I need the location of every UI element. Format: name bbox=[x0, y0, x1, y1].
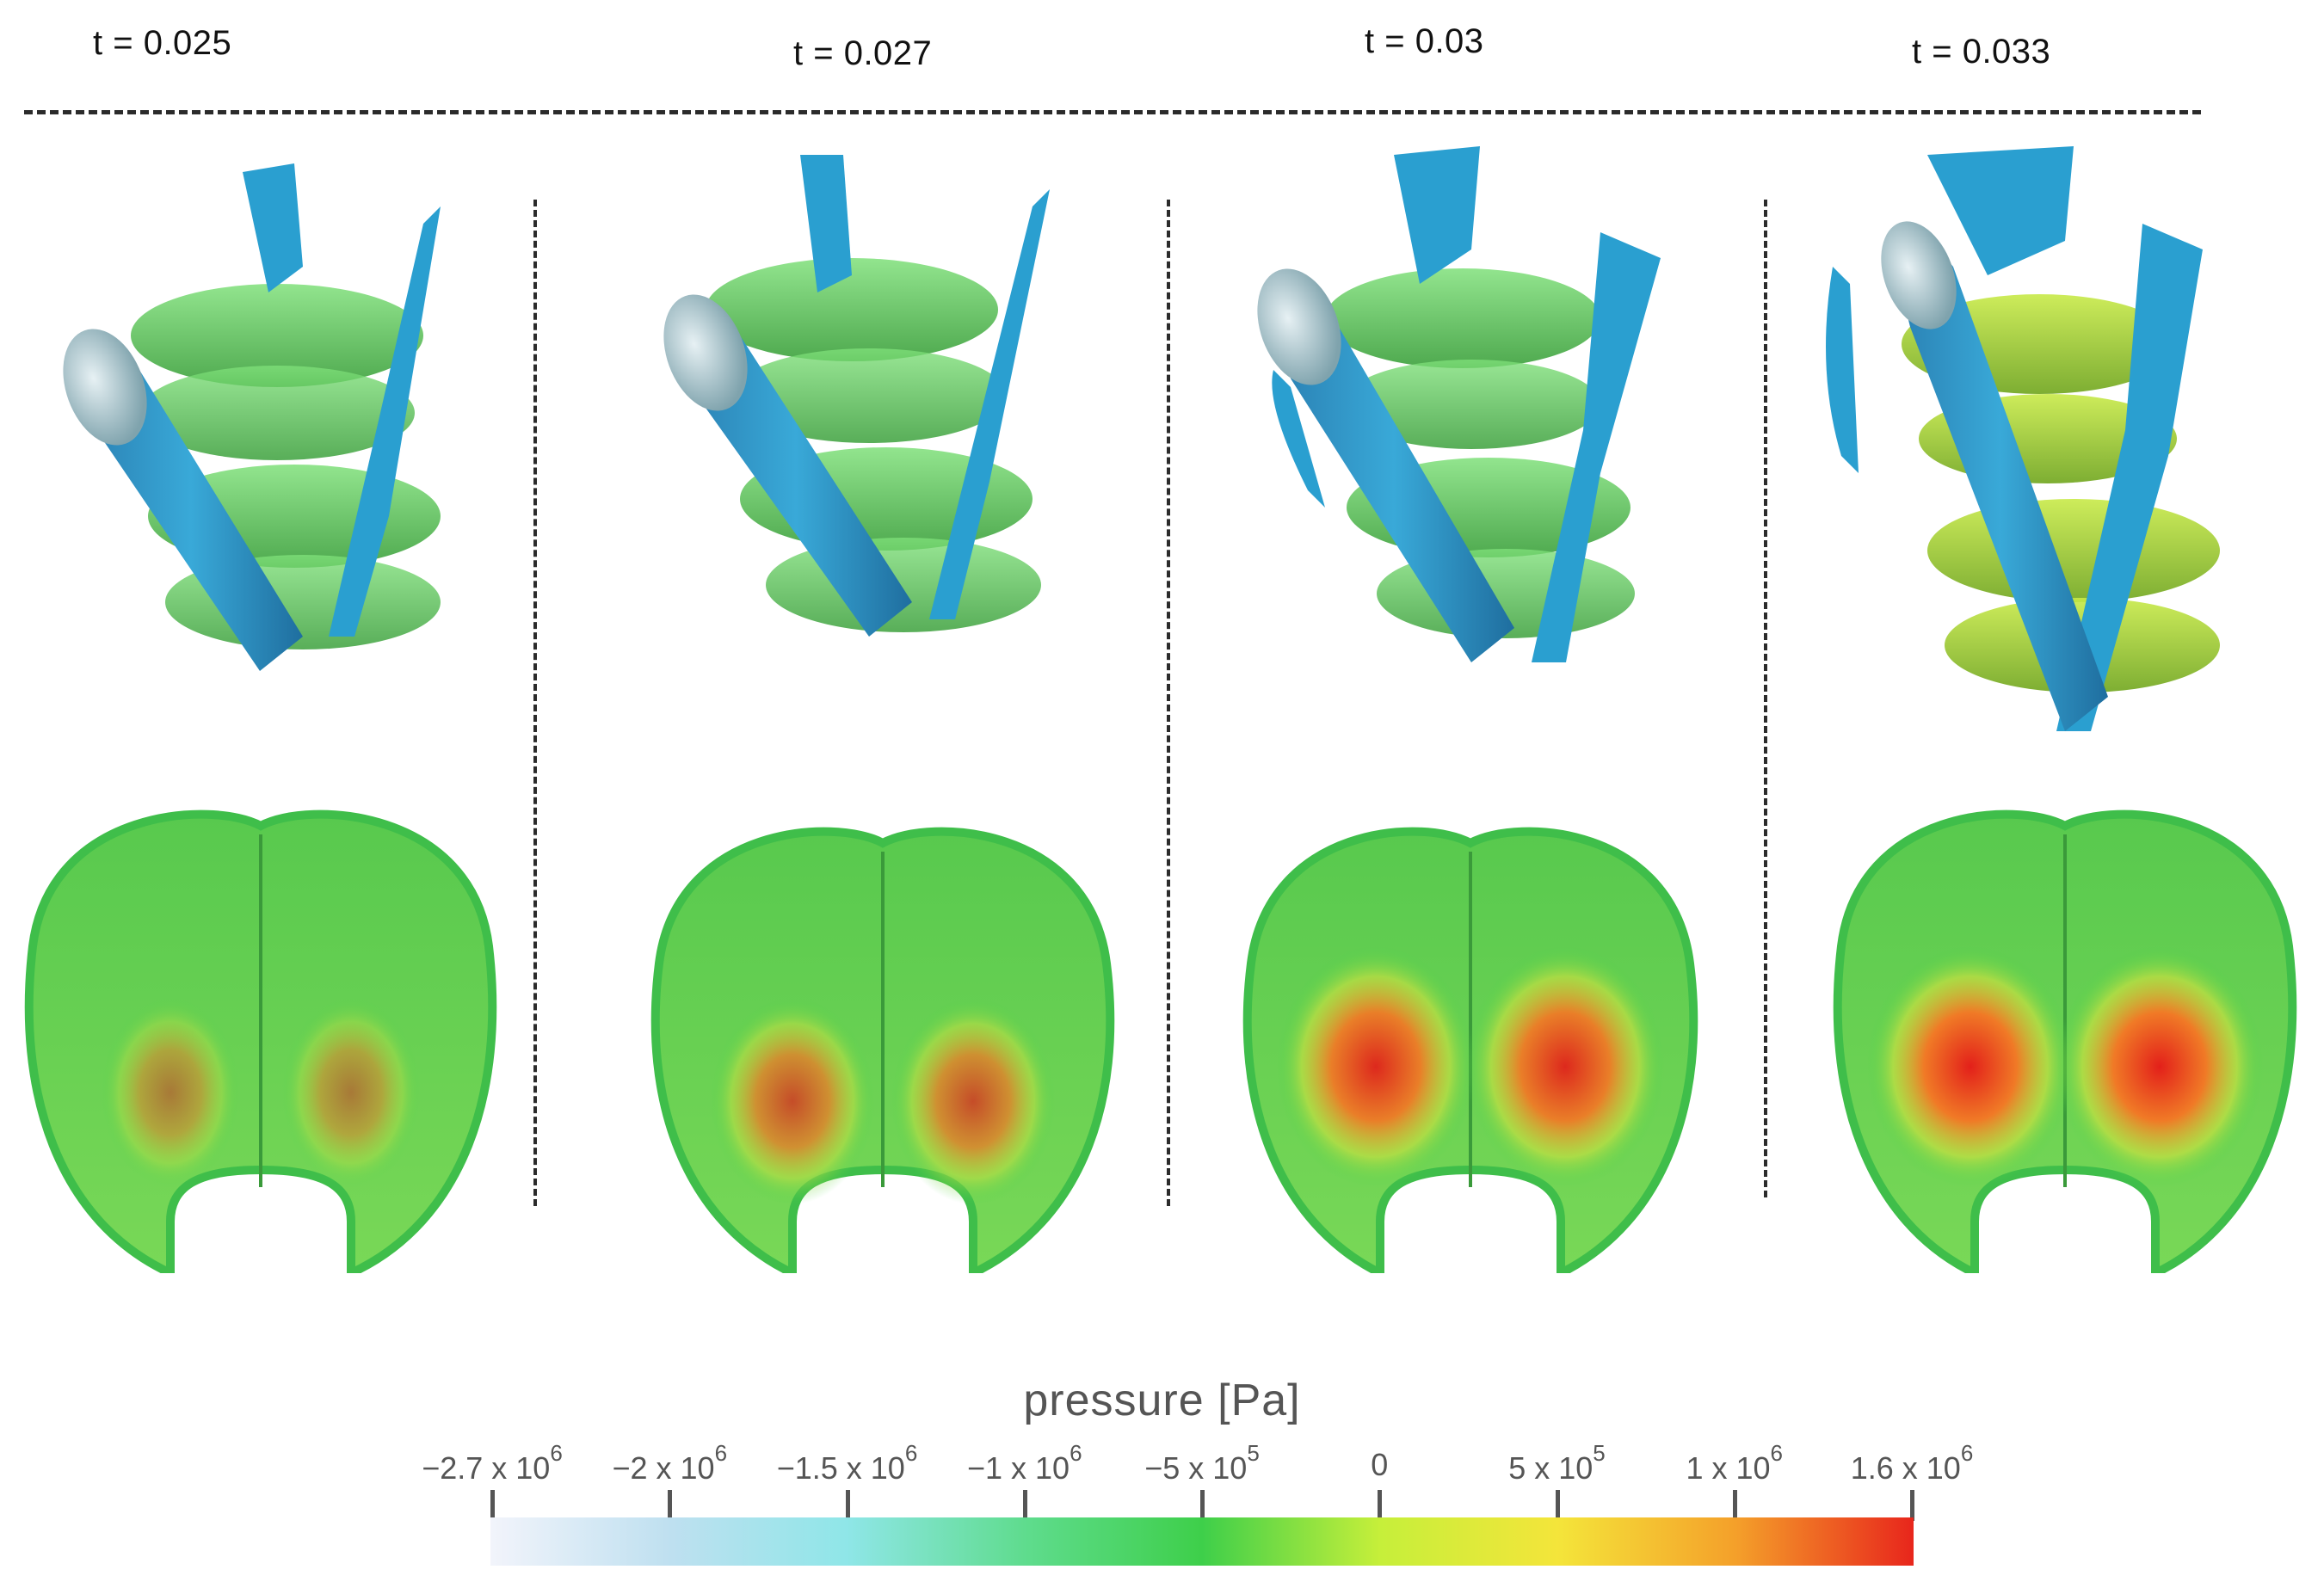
legend-tick-label: −1 x 106 bbox=[966, 1440, 1082, 1486]
time-label-2: t = 0.027 bbox=[793, 34, 933, 72]
jet-render-2 bbox=[654, 155, 1084, 723]
legend-tick-mark bbox=[1732, 1490, 1737, 1521]
jet-render-1 bbox=[19, 155, 501, 740]
header-divider bbox=[24, 110, 2201, 114]
bucket-pressure-4 bbox=[1833, 809, 2297, 1273]
bucket-pressure-2 bbox=[650, 826, 1115, 1273]
jet-render-3 bbox=[1256, 146, 1686, 748]
legend-tick-label: 1.6 x 106 bbox=[1850, 1440, 1974, 1486]
legend-tick-label: −5 x 105 bbox=[1144, 1440, 1260, 1486]
time-label-1: t = 0.025 bbox=[93, 24, 232, 62]
bucket-pressure-1 bbox=[24, 809, 497, 1273]
legend-tick-label: −2.7 x 106 bbox=[422, 1440, 563, 1486]
time-label-3: t = 0.03 bbox=[1365, 22, 1484, 60]
column-divider-1 bbox=[533, 200, 537, 1206]
legend-tick-mark bbox=[1200, 1490, 1205, 1521]
bucket-pressure-3 bbox=[1242, 826, 1698, 1273]
legend-tick-mark bbox=[668, 1490, 673, 1521]
legend-tick-label: 0 bbox=[1371, 1447, 1389, 1482]
legend-tick-mark bbox=[1555, 1490, 1560, 1521]
legend-tick-mark bbox=[845, 1490, 850, 1521]
legend-tick-label: 1 x 106 bbox=[1686, 1440, 1784, 1486]
column-divider-2 bbox=[1167, 200, 1170, 1206]
legend-tick-label: −1.5 x 106 bbox=[776, 1440, 918, 1486]
legend-title: pressure [Pa] bbox=[1023, 1376, 1301, 1425]
legend-tick-label: 5 x 105 bbox=[1508, 1440, 1606, 1486]
legend-tick-mark bbox=[1378, 1490, 1383, 1521]
legend-tick-mark bbox=[1910, 1490, 1914, 1521]
jet-render-4 bbox=[1815, 146, 2280, 783]
time-label-4: t = 0.033 bbox=[1912, 33, 2051, 71]
legend-tick-label: −2 x 106 bbox=[612, 1440, 728, 1486]
pressure-colorbar bbox=[490, 1517, 1914, 1566]
legend-tick-mark bbox=[1022, 1490, 1027, 1521]
legend-tick-mark bbox=[490, 1490, 495, 1521]
column-divider-3 bbox=[1764, 200, 1767, 1197]
